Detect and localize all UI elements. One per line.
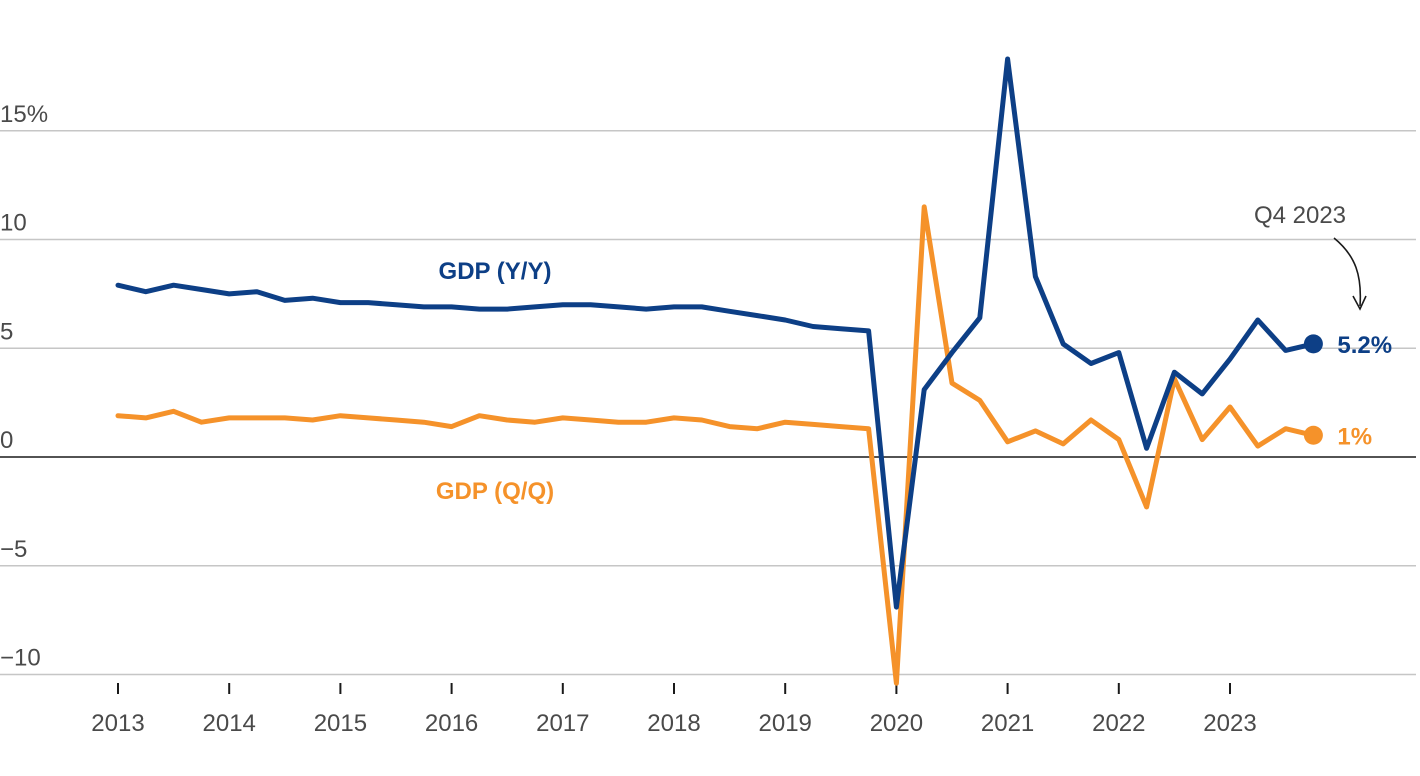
series-line-yy: [115, 56, 1316, 610]
y-axis-tick-labels: 15% 10 5 0 −5 −10: [0, 101, 48, 672]
x-tick-label: 2013: [91, 710, 144, 737]
y-tick-label: 5: [0, 318, 13, 345]
x-tick-label: 2021: [981, 710, 1034, 737]
y-tick-label: 10: [0, 210, 27, 237]
y-tick-label: 0: [0, 427, 13, 454]
series-label-yy: GDP (Y/Y): [439, 258, 552, 285]
annotation-arrowhead: [1352, 295, 1367, 311]
x-tick-label: 2023: [1203, 710, 1256, 737]
x-tick-label: 2016: [425, 710, 478, 737]
end-marker-qq: [1303, 425, 1323, 445]
annotation-arrow: [1333, 237, 1362, 307]
y-tick-label: −5: [0, 536, 27, 563]
series-line-qq: [115, 204, 1316, 686]
end-value-label-yy: 5.2%: [1337, 332, 1392, 359]
annotation-text: Q4 2023: [1254, 202, 1346, 229]
gridlines: [0, 130, 1416, 676]
series-label-qq: GDP (Q/Q): [436, 478, 554, 505]
x-tick-label: 2015: [314, 710, 367, 737]
end-markers: 5.2% 1%: [1303, 332, 1392, 450]
series-lines: [115, 56, 1316, 686]
end-marker-yy: [1303, 334, 1323, 354]
annotation: Q4 2023: [1254, 202, 1367, 311]
x-tick-label: 2020: [870, 710, 923, 737]
y-tick-label: −10: [0, 645, 41, 672]
y-tick-label: 15%: [0, 101, 48, 128]
x-tick-label: 2017: [536, 710, 589, 737]
x-tick-label: 2019: [759, 710, 812, 737]
x-tick-label: 2018: [647, 710, 700, 737]
end-value-label-qq: 1%: [1337, 423, 1372, 450]
series-labels: GDP (Y/Y) GDP (Q/Q): [436, 258, 554, 505]
x-tick-label: 2022: [1092, 710, 1145, 737]
x-tick-label: 2014: [203, 710, 256, 737]
x-axis: 2013 2014 2015 2016 2017 2018 2019 2020 2021 2022…: [91, 683, 1257, 737]
